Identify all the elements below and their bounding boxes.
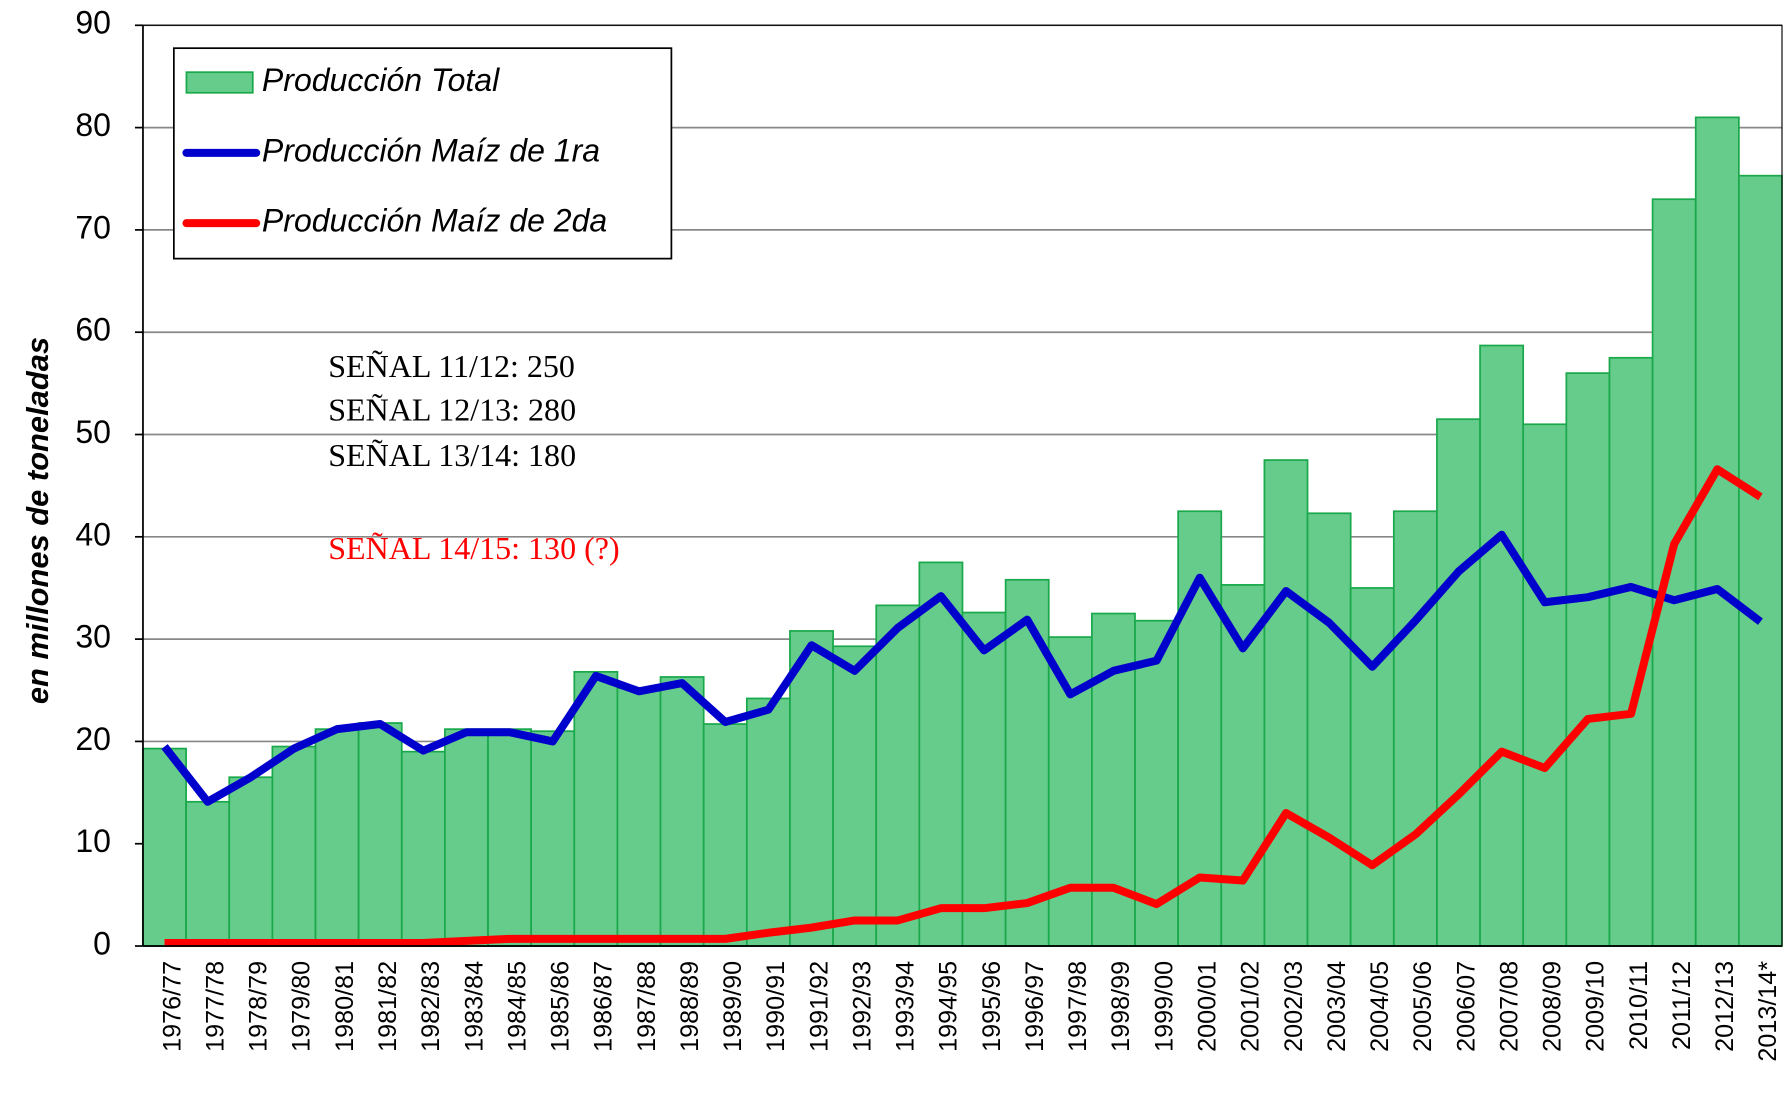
x-tick-label: 1989/90 xyxy=(719,961,747,1052)
x-tick-label: 2004/05 xyxy=(1366,961,1394,1052)
bar xyxy=(314,728,360,947)
bar xyxy=(1349,587,1395,947)
x-tick-label: 1980/81 xyxy=(331,961,359,1052)
y-axis-label: en millones de toneladas xyxy=(20,337,55,704)
bar xyxy=(185,800,231,947)
bar xyxy=(1522,423,1568,947)
bar xyxy=(487,728,533,947)
legend-label: Producción Total xyxy=(262,62,500,98)
x-tick-label: 1998/99 xyxy=(1107,961,1135,1052)
x-tick-label: 2011/12 xyxy=(1668,961,1696,1050)
x-tick-label: 1984/85 xyxy=(503,961,531,1052)
bar xyxy=(1392,510,1438,947)
bar xyxy=(573,670,619,947)
x-tick-label: 1991/92 xyxy=(805,961,833,1052)
x-tick-label: 1987/88 xyxy=(633,961,661,1052)
bar xyxy=(616,687,662,947)
x-tick-label: 1986/87 xyxy=(590,961,618,1052)
bar xyxy=(530,730,576,947)
line-series xyxy=(161,530,1763,806)
bar xyxy=(1306,512,1352,947)
bar xyxy=(659,676,705,947)
y-tick-label: 30 xyxy=(75,619,111,655)
bar xyxy=(702,723,748,947)
x-tick-label: 1994/95 xyxy=(935,961,963,1052)
x-tick-label: 1979/80 xyxy=(288,961,316,1052)
y-tick-label: 0 xyxy=(93,925,111,961)
x-tick-label: 1981/82 xyxy=(374,961,402,1052)
x-tick-label: 1995/96 xyxy=(978,961,1006,1052)
annotation: SEÑAL 11/12: 250 xyxy=(328,348,575,384)
x-tick-label: 1993/94 xyxy=(892,961,920,1052)
y-tick-label: 20 xyxy=(75,721,111,757)
annotation: SEÑAL 14/15: 130 (?) xyxy=(328,530,619,566)
legend-swatch xyxy=(185,71,254,94)
x-tick-label: 2003/04 xyxy=(1323,961,1351,1052)
y-tick-label: 60 xyxy=(75,312,111,348)
x-tick-label: 2000/01 xyxy=(1194,961,1222,1052)
annotation: SEÑAL 12/13: 280 xyxy=(328,391,576,427)
x-tick-label: 1982/83 xyxy=(417,961,445,1052)
bar xyxy=(1738,174,1783,947)
x-tick-label: 1999/00 xyxy=(1150,961,1178,1052)
bar xyxy=(357,722,403,947)
bar xyxy=(918,561,964,947)
legend-label: Producción Maíz de 2da xyxy=(262,203,607,239)
x-tick-label: 2008/09 xyxy=(1539,961,1567,1052)
x-tick-label: 2010/11 xyxy=(1625,961,1653,1050)
y-tick-label: 40 xyxy=(75,516,111,552)
bar xyxy=(444,728,489,947)
bar xyxy=(1565,372,1611,947)
bar xyxy=(1436,418,1481,947)
x-tick-label: 1996/97 xyxy=(1021,961,1049,1052)
bar xyxy=(1651,198,1697,947)
x-tick-label: 1990/91 xyxy=(762,961,790,1052)
bar xyxy=(1263,459,1309,947)
bar xyxy=(228,776,274,947)
bar xyxy=(745,697,791,947)
y-tick-label: 80 xyxy=(75,107,111,143)
x-tick-label: 2002/03 xyxy=(1280,961,1308,1052)
bar xyxy=(1220,584,1266,947)
bar xyxy=(271,745,317,947)
annotation: SEÑAL 13/14: 180 xyxy=(328,437,576,473)
x-tick-label: 2007/08 xyxy=(1495,961,1523,1052)
bar xyxy=(1694,116,1740,947)
y-tick-label: 50 xyxy=(75,414,111,450)
x-tick-label: 1992/93 xyxy=(848,961,876,1052)
y-tick-label: 90 xyxy=(75,5,111,41)
x-tick-label: 2013/14* xyxy=(1754,961,1782,1062)
x-tick-label: 1997/98 xyxy=(1064,961,1092,1052)
line-series xyxy=(164,465,1763,947)
bar xyxy=(875,604,921,947)
bar xyxy=(1479,344,1525,947)
x-tick-label: 1983/84 xyxy=(460,961,488,1052)
x-tick-label: 2005/06 xyxy=(1409,961,1437,1052)
bar xyxy=(961,611,1007,947)
bar xyxy=(832,645,878,947)
y-tick-label: 10 xyxy=(75,823,111,859)
bar xyxy=(789,630,834,947)
x-tick-label: 1985/86 xyxy=(547,961,575,1052)
legend-label: Producción Maíz de 1ra xyxy=(262,132,600,168)
x-tick-label: 2006/07 xyxy=(1452,961,1480,1052)
x-tick-label: 1988/89 xyxy=(676,961,704,1052)
x-tick-label: 1977/78 xyxy=(201,961,229,1052)
bar xyxy=(400,750,446,947)
x-tick-label: 2012/13 xyxy=(1711,961,1739,1052)
x-tick-label: 2001/02 xyxy=(1237,961,1265,1052)
plot-border xyxy=(142,24,1783,947)
bar xyxy=(142,747,187,947)
x-tick-label: 2009/10 xyxy=(1582,961,1610,1052)
y-tick-label: 70 xyxy=(75,209,111,245)
x-tick-label: 1976/77 xyxy=(158,961,186,1052)
x-tick-label: 1978/79 xyxy=(245,961,273,1052)
